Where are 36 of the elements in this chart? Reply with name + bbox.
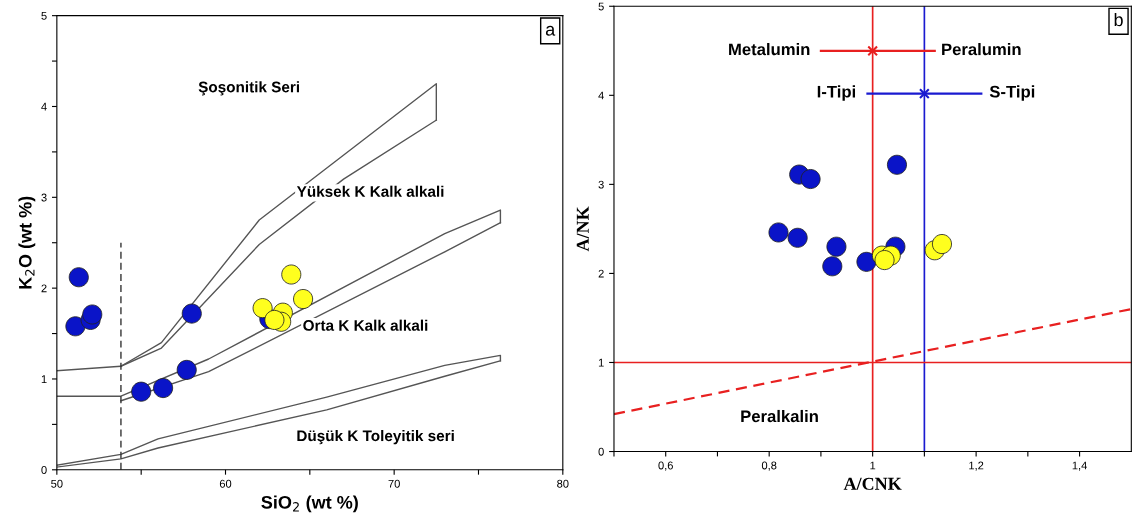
x-tick-label: 1,2 bbox=[969, 461, 984, 471]
y-axis-title: K$_{2}$O (wt %) bbox=[18, 196, 36, 289]
x-tick-label: 1,4 bbox=[1072, 461, 1087, 471]
x-axis-title: SiO$_{2}$ (wt %) bbox=[261, 495, 358, 513]
y-tick-label: 2 bbox=[41, 284, 47, 293]
annotation: Peralkalin bbox=[741, 409, 818, 423]
annotation: b bbox=[1114, 12, 1123, 27]
annotation: S-Tipi bbox=[989, 85, 1035, 101]
annotation: Düşük K Toleyitik seri bbox=[297, 429, 454, 445]
annotation: Yüksek K Kalk alkali bbox=[296, 185, 444, 197]
y-tick-label: 2 bbox=[598, 269, 604, 278]
x-tick-label: 60 bbox=[219, 479, 232, 488]
annotation: a bbox=[545, 25, 556, 36]
x-tick-label: 1 bbox=[870, 461, 876, 470]
x-axis-title: A/CNK bbox=[843, 477, 902, 490]
x-tick-label: 70 bbox=[388, 479, 400, 488]
y-tick-label: 3 bbox=[41, 193, 47, 202]
x-tick-label: 50 bbox=[51, 479, 63, 488]
y-tick-label: 0 bbox=[598, 447, 604, 456]
annotation: Orta K Kalk alkali bbox=[303, 319, 428, 331]
y-tick-label: 1 bbox=[41, 375, 47, 383]
annotation: Peralumin bbox=[942, 43, 1021, 56]
x-tick-label: 80 bbox=[557, 479, 569, 488]
annotation: I-Tipi bbox=[817, 85, 856, 101]
y-tick-label: 1 bbox=[598, 358, 604, 367]
y-tick-label: 4 bbox=[41, 102, 47, 111]
y-axis-title: A/NK bbox=[576, 206, 589, 252]
x-tick-label: 0,6 bbox=[658, 461, 673, 471]
y-tick-label: 4 bbox=[598, 91, 604, 100]
y-tick-label: 5 bbox=[598, 2, 604, 11]
y-tick-label: 3 bbox=[598, 180, 604, 189]
y-tick-label: 5 bbox=[41, 12, 47, 20]
annotation: Şoşonitik Seri bbox=[198, 81, 299, 96]
x-tick-label: 0,8 bbox=[761, 461, 777, 471]
y-tick-label: 0 bbox=[41, 466, 47, 474]
annotation: Metalumin bbox=[729, 43, 810, 56]
